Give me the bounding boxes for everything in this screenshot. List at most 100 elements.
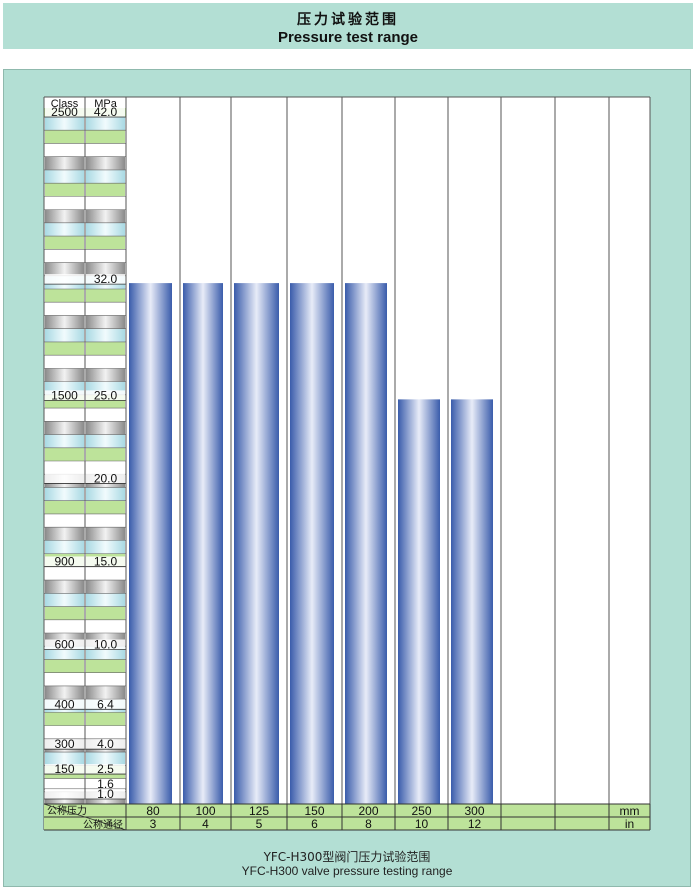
class-band	[45, 408, 84, 422]
class-band	[45, 725, 84, 739]
class-tick-label: 600	[54, 638, 74, 652]
mpa-band	[86, 487, 125, 501]
class-band	[45, 236, 84, 250]
mpa-tick-label: 1.6	[97, 777, 114, 791]
category-mm-label: 80	[146, 804, 160, 818]
class-band	[45, 249, 84, 263]
class-band	[45, 513, 84, 528]
mpa-band	[86, 513, 125, 528]
caption-en: YFC-H300 valve pressure testing range	[241, 864, 453, 878]
class-tick-label: 1500	[51, 388, 78, 402]
class-band	[45, 421, 84, 435]
mpa-band	[86, 540, 125, 554]
mpa-band	[86, 169, 125, 184]
row-label-bore: 公称通径	[83, 818, 123, 831]
class-band	[45, 672, 84, 686]
row-label-pressure: 公称压力	[47, 804, 87, 817]
mpa-band	[86, 209, 125, 223]
title-banner: 压力试验范围 Pressure test range	[3, 3, 693, 49]
mpa-band	[86, 752, 125, 766]
class-band	[45, 461, 84, 475]
mpa-tick-label: 1.0	[97, 787, 114, 801]
title-en: Pressure test range	[277, 29, 419, 46]
bar-200	[345, 283, 387, 805]
class-band	[45, 659, 84, 673]
title-cn: 压力试验范围	[297, 12, 399, 28]
mpa-tick-label: 2.5	[97, 762, 114, 776]
class-band	[45, 328, 84, 342]
class-band	[45, 566, 84, 581]
mpa-band	[86, 183, 125, 197]
mpa-band	[86, 421, 125, 435]
caption-cn: YFC-H300型阀门压力试验范围	[263, 850, 431, 864]
class-band	[45, 156, 84, 170]
bar-125	[234, 283, 279, 805]
class-band	[45, 355, 84, 369]
mpa-band	[86, 328, 125, 342]
class-band	[45, 196, 84, 210]
class-band	[45, 500, 84, 514]
bar-80	[129, 283, 172, 805]
mpa-band	[86, 685, 125, 700]
class-band	[45, 302, 84, 316]
mpa-tick-label: 42.0	[94, 105, 118, 119]
unit-in-label: in	[625, 817, 634, 831]
mpa-band	[86, 447, 125, 461]
category-mm-label: 125	[249, 804, 269, 818]
class-band	[45, 222, 84, 237]
category-mm-label: 200	[358, 804, 378, 818]
class-band	[45, 183, 84, 197]
mpa-band	[86, 117, 125, 131]
category-in-label: 10	[415, 817, 429, 831]
class-band	[45, 619, 84, 633]
class-band	[45, 606, 84, 620]
mpa-band	[86, 580, 125, 594]
mpa-band	[86, 368, 125, 382]
unit-mm-label: mm	[620, 804, 640, 818]
mpa-band	[86, 672, 125, 686]
mpa-band	[86, 593, 125, 607]
mpa-tick-label: 6.4	[97, 697, 114, 711]
mpa-tick-label: 10.0	[94, 638, 118, 652]
mpa-band	[86, 289, 125, 303]
mpa-band	[86, 527, 125, 541]
category-mm-label: 250	[411, 804, 431, 818]
mpa-band	[86, 249, 125, 263]
mpa-tick-label: 20.0	[94, 471, 118, 485]
mpa-band	[86, 355, 125, 369]
mpa-band	[86, 143, 125, 157]
class-band	[45, 712, 84, 726]
class-band	[45, 685, 84, 700]
category-in-label: 3	[150, 817, 157, 831]
class-band	[45, 368, 84, 382]
mpa-tick-label: 15.0	[94, 554, 118, 568]
chart-panel: Class MPa 2500 42.0 32.0 1500 25.0 20.0 900 15.0 6…	[3, 69, 691, 887]
mpa-band	[86, 725, 125, 739]
mpa-band	[86, 222, 125, 237]
category-in-label: 6	[311, 817, 318, 831]
mpa-band	[86, 156, 125, 170]
bar-150	[290, 283, 334, 805]
mpa-band	[86, 236, 125, 250]
mpa-tick-label: 25.0	[94, 388, 118, 402]
label-diagonal	[43, 803, 127, 831]
class-band	[45, 487, 84, 501]
mpa-band	[86, 262, 125, 276]
class-tick-label: 300	[54, 737, 74, 751]
class-band	[45, 143, 84, 157]
class-band	[45, 447, 84, 461]
class-band	[45, 580, 84, 594]
class-band	[45, 315, 84, 329]
category-mm-label: 150	[304, 804, 324, 818]
mpa-band	[86, 408, 125, 422]
chart-caption: YFC-H300型阀门压力试验范围 YFC-H300 valve pressur…	[3, 850, 691, 878]
mpa-band	[86, 196, 125, 210]
class-tick-label: 2500	[51, 105, 78, 119]
bar-300	[451, 399, 493, 804]
mpa-band	[86, 500, 125, 514]
mpa-band	[86, 461, 125, 475]
class-band	[45, 130, 84, 144]
class-band	[45, 593, 84, 607]
mpa-band	[86, 315, 125, 329]
